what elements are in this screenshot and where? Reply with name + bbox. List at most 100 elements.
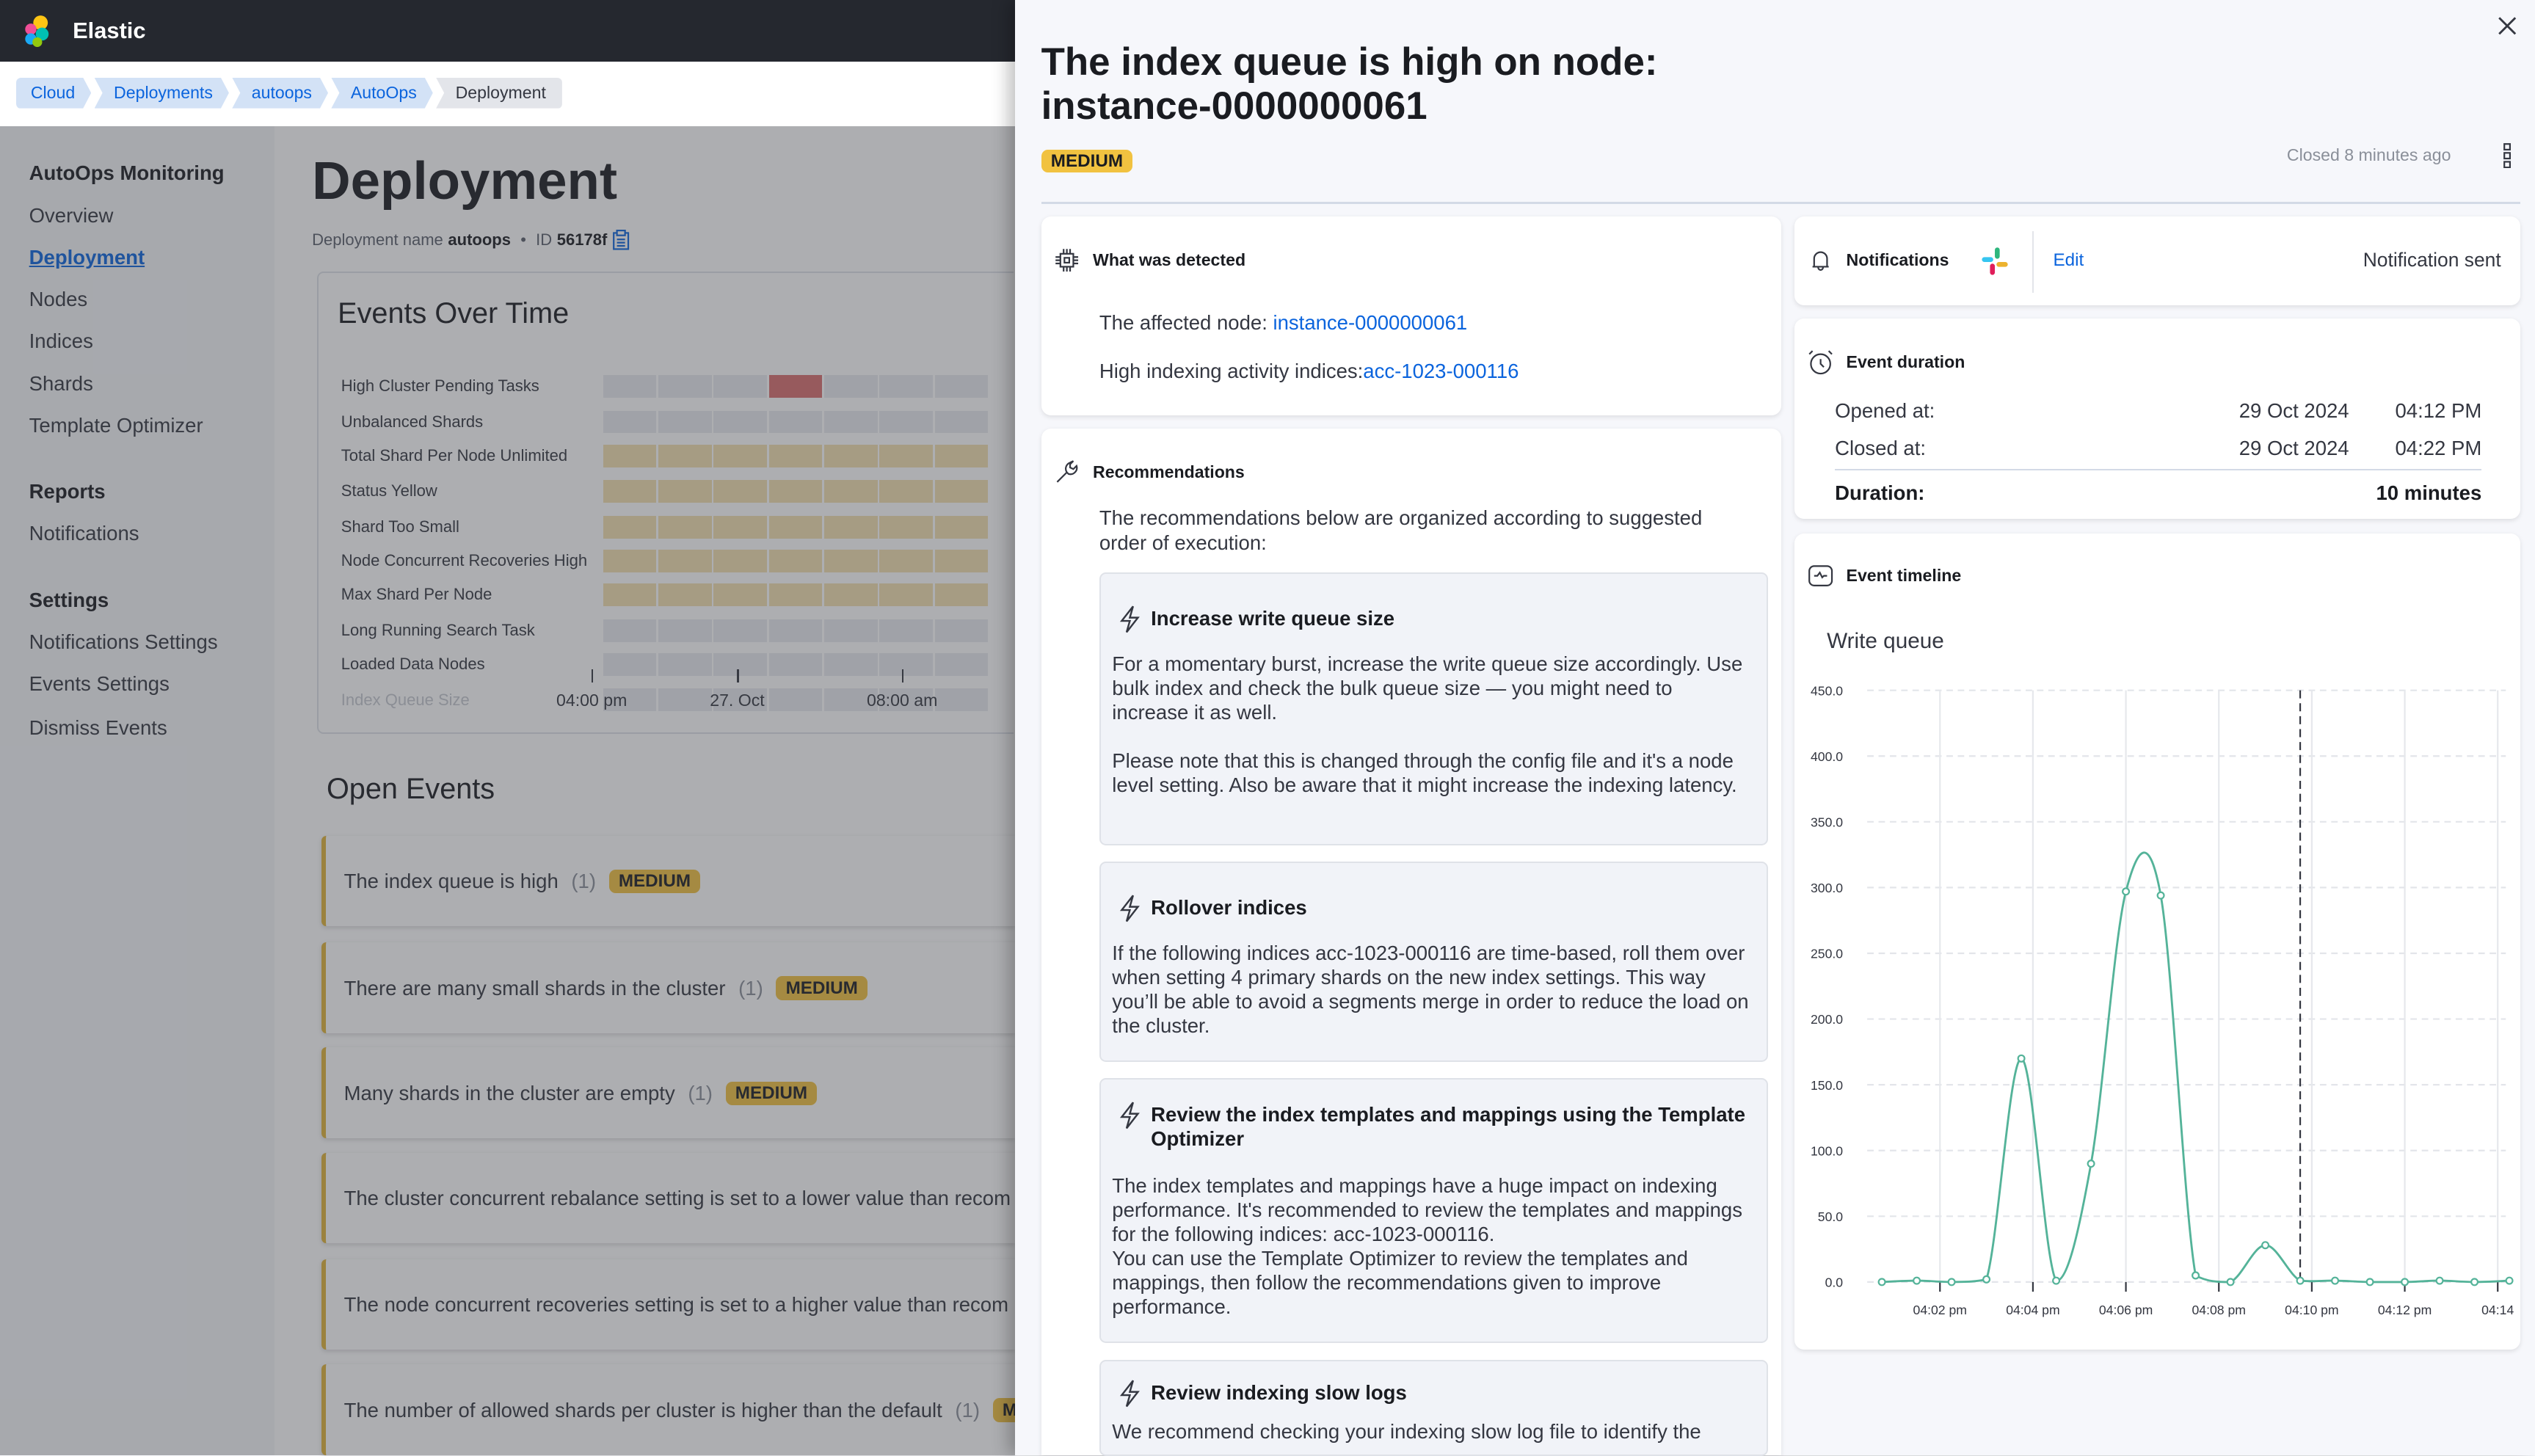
data-point[interactable]: [2156, 891, 2165, 900]
indices-link[interactable]: acc-1023-000116: [1363, 360, 1519, 383]
data-point[interactable]: [2435, 1276, 2444, 1285]
data-point[interactable]: [2401, 1278, 2409, 1286]
sidebar-item-nodes[interactable]: Nodes: [29, 288, 88, 311]
heatmap-cell[interactable]: [823, 444, 878, 467]
modal-overlay[interactable]: [0, 125, 1016, 1455]
heatmap-cell[interactable]: [879, 583, 933, 607]
heatmap-cell[interactable]: [768, 410, 823, 434]
heatmap-cell[interactable]: [934, 515, 989, 539]
heatmap-cell[interactable]: [713, 652, 767, 676]
heatmap-cell[interactable]: [713, 583, 767, 607]
heatmap-cell[interactable]: [879, 375, 933, 398]
event-card[interactable]: The node concurrent recoveries setting i…: [321, 1259, 1015, 1350]
event-card[interactable]: The cluster concurrent rebalance setting…: [321, 1152, 1015, 1243]
heatmap-cell[interactable]: [823, 515, 878, 539]
data-point[interactable]: [2261, 1241, 2270, 1250]
heatmap-cell[interactable]: [713, 688, 767, 712]
heatmap-cell[interactable]: [768, 480, 823, 503]
heatmap-cell[interactable]: [768, 619, 823, 642]
heatmap-cell[interactable]: [879, 515, 933, 539]
data-point[interactable]: [1913, 1276, 1921, 1285]
heatmap-cell[interactable]: [603, 583, 657, 607]
data-point[interactable]: [2505, 1276, 2514, 1285]
breadcrumb-autoops[interactable]: AutoOps: [331, 78, 432, 109]
heatmap-cell[interactable]: [879, 444, 933, 467]
heatmap-cell[interactable]: [713, 410, 767, 434]
heatmap-cell[interactable]: [658, 549, 712, 572]
heatmap-cell[interactable]: [934, 480, 989, 503]
heatmap-cell[interactable]: [934, 444, 989, 467]
copy-clipboard-icon[interactable]: [612, 229, 630, 251]
affected-node-link[interactable]: instance-0000000061: [1273, 310, 1468, 334]
heatmap-cell[interactable]: [879, 688, 933, 712]
heatmap-cell[interactable]: [879, 619, 933, 642]
brand-name[interactable]: Elastic: [73, 18, 146, 44]
sidebar-item-dismiss-events[interactable]: Dismiss Events: [29, 716, 167, 739]
heatmap-cell[interactable]: [713, 619, 767, 642]
heatmap-cell[interactable]: [603, 619, 657, 642]
sidebar-item-overview[interactable]: Overview: [29, 203, 114, 227]
sidebar-item-indices[interactable]: Indices: [29, 330, 93, 353]
heatmap-cell[interactable]: [934, 583, 989, 607]
heatmap-cell[interactable]: [768, 444, 823, 467]
event-card[interactable]: The number of allowed shards per cluster…: [321, 1364, 1085, 1455]
sidebar-item-template-optimizer[interactable]: Template Optimizer: [29, 413, 203, 437]
heatmap-cell[interactable]: [603, 480, 657, 503]
heatmap-cell[interactable]: [603, 375, 657, 398]
event-card[interactable]: The index queue is high (1) MEDIUM: [321, 835, 1015, 927]
heatmap-cell[interactable]: [603, 444, 657, 467]
heatmap-cell[interactable]: [823, 583, 878, 607]
data-point[interactable]: [2122, 887, 2131, 896]
data-point[interactable]: [2017, 1054, 2026, 1063]
heatmap-cell[interactable]: [823, 652, 878, 676]
event-card[interactable]: Many shards in the cluster are empty (1) M…: [321, 1047, 1015, 1138]
heatmap-cell[interactable]: [879, 652, 933, 676]
heatmap-cell[interactable]: [879, 410, 933, 434]
heatmap-cell[interactable]: [713, 444, 767, 467]
heatmap-cell[interactable]: [768, 549, 823, 572]
heatmap-cell[interactable]: [934, 652, 989, 676]
heatmap-cell[interactable]: [658, 688, 712, 712]
data-point[interactable]: [2192, 1271, 2200, 1280]
heatmap-cell[interactable]: [658, 515, 712, 539]
close-icon[interactable]: [2498, 16, 2517, 35]
heatmap-cell[interactable]: [658, 652, 712, 676]
heatmap-cell[interactable]: [658, 619, 712, 642]
breadcrumb-cloud[interactable]: Cloud: [16, 78, 91, 109]
heatmap-cell[interactable]: [934, 688, 989, 712]
heatmap-cell[interactable]: [713, 515, 767, 539]
heatmap-cell[interactable]: [603, 549, 657, 572]
edit-notifications-link[interactable]: Edit: [2053, 250, 2084, 271]
heatmap-cell[interactable]: [713, 480, 767, 503]
breadcrumb-autoops-deployment[interactable]: autoops: [232, 78, 328, 109]
heatmap-cell[interactable]: [879, 549, 933, 572]
heatmap-cell[interactable]: [768, 515, 823, 539]
data-point[interactable]: [1982, 1275, 1991, 1284]
heatmap-cell[interactable]: [768, 688, 823, 712]
heatmap-cell[interactable]: [934, 375, 989, 398]
heatmap-cell[interactable]: [934, 619, 989, 642]
heatmap-cell[interactable]: [823, 688, 878, 712]
heatmap-cell[interactable]: [823, 549, 878, 572]
heatmap-cell[interactable]: [603, 688, 657, 712]
heatmap-cell[interactable]: [658, 410, 712, 434]
heatmap-cell[interactable]: [768, 583, 823, 607]
data-point[interactable]: [2296, 1276, 2305, 1285]
heatmap-cell[interactable]: [768, 652, 823, 676]
sidebar-item-deployment[interactable]: Deployment: [29, 245, 145, 269]
data-point[interactable]: [2331, 1276, 2340, 1285]
data-point[interactable]: [2470, 1278, 2479, 1286]
heatmap-cell[interactable]: [603, 515, 657, 539]
heatmap-cell[interactable]: [603, 652, 657, 676]
heatmap-cell[interactable]: [713, 549, 767, 572]
heatmap-cell[interactable]: [603, 410, 657, 434]
sidebar-item-notifications-settings[interactable]: Notifications Settings: [29, 630, 218, 654]
heatmap-cell[interactable]: [658, 375, 712, 398]
heatmap-cell[interactable]: [934, 410, 989, 434]
more-options-icon[interactable]: [2503, 142, 2512, 169]
heatmap-cell[interactable]: [658, 480, 712, 503]
breadcrumb-deployments[interactable]: Deployments: [95, 78, 229, 109]
data-point[interactable]: [1877, 1278, 1886, 1286]
sidebar-item-notifications[interactable]: Notifications: [29, 522, 139, 545]
event-card[interactable]: There are many small shards in the clust…: [321, 942, 1015, 1033]
